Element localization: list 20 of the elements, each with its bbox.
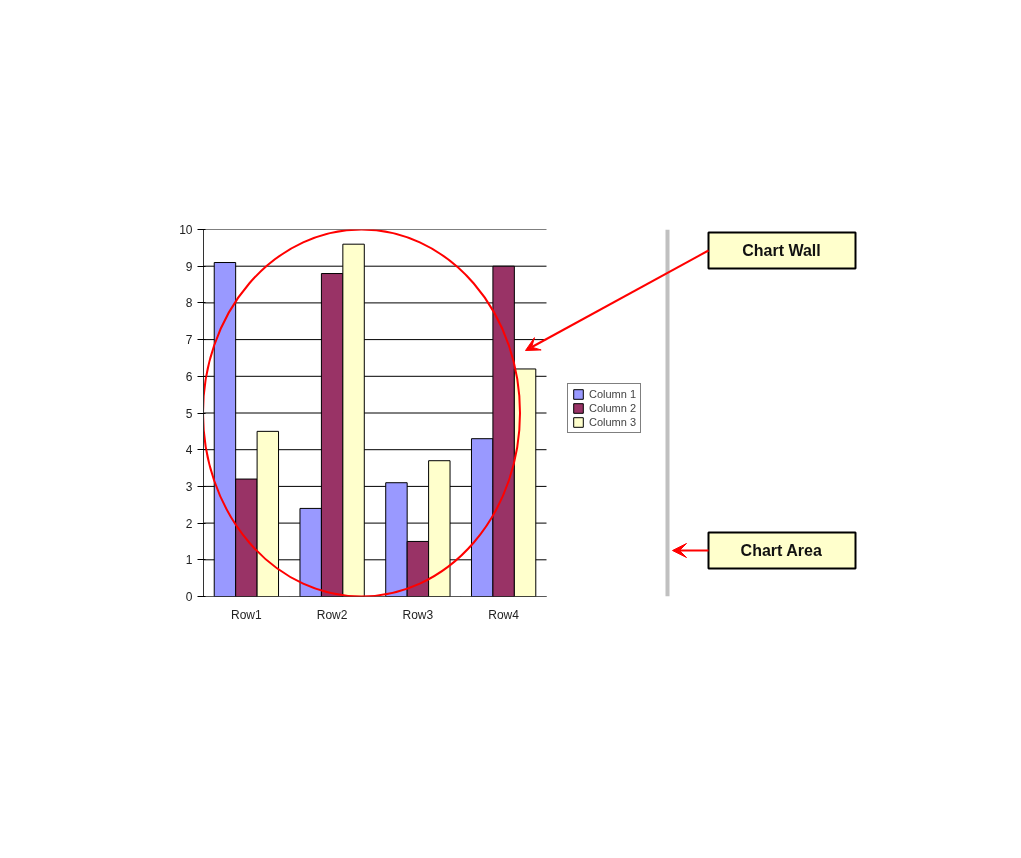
- text: Chart Area: [740, 542, 822, 559]
- x-tick-label: Row1: [231, 607, 263, 622]
- y-tick-label: 1: [185, 553, 193, 568]
- y-tick-label: 10: [179, 223, 193, 237]
- y-tick-label: 3: [185, 479, 193, 494]
- legend-label: Column 3: [589, 416, 637, 428]
- x-tick-label: Row4: [488, 607, 520, 622]
- y-tick-label: 4: [185, 443, 193, 458]
- y-tick-label: 6: [185, 369, 193, 384]
- y-tick-label: 5: [185, 406, 193, 421]
- text: Chart Wall: [742, 242, 821, 259]
- x-tick-label: Row3: [402, 607, 434, 622]
- y-tick-label: 7: [185, 333, 193, 348]
- y-tick-label: 9: [185, 259, 193, 274]
- legend-label: Column 1: [589, 388, 637, 400]
- y-tick-label: 0: [185, 590, 193, 604]
- y-tick-label: 8: [185, 296, 193, 311]
- y-tick-label: 2: [185, 516, 193, 531]
- x-tick-label: Row2: [316, 607, 348, 622]
- legend-label: Column 2: [589, 402, 637, 414]
